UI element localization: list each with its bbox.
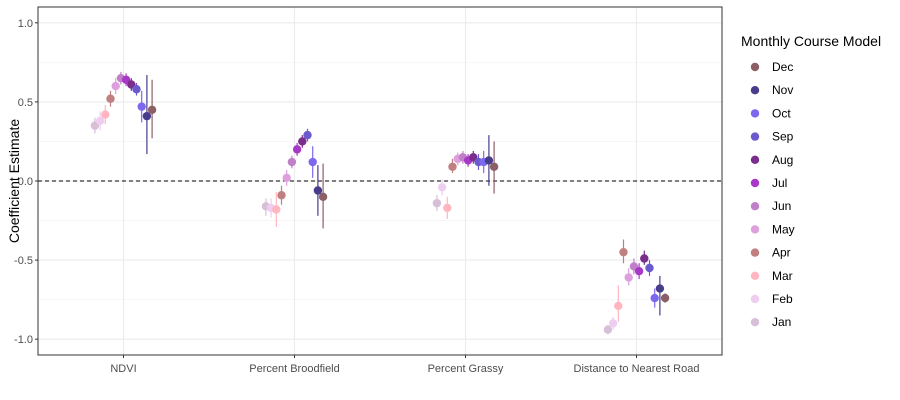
y-axis-title: Coefficient Estimate: [6, 119, 22, 243]
point-mar: [614, 301, 623, 311]
point-may: [624, 273, 633, 282]
point-feb: [95, 116, 105, 126]
legend-key-dec: [750, 62, 760, 72]
legend-key-nov: [750, 86, 760, 95]
legend-key-jun: [750, 202, 760, 211]
x-tick-label: Percent Grassy: [428, 363, 504, 375]
x-tick-label: Distance to Nearest Road: [574, 363, 700, 375]
legend-key-apr: [750, 248, 760, 257]
point-nov: [142, 111, 152, 121]
y-tick-label: 0.5: [18, 97, 33, 109]
point-oct: [308, 157, 317, 167]
legend-key-jan: [750, 318, 760, 327]
legend-label-sep: Sep: [772, 130, 794, 144]
legend-label-oct: Oct: [772, 106, 791, 120]
point-dec: [489, 162, 499, 171]
legend-label-dec: Dec: [772, 60, 793, 74]
point-dec: [147, 105, 157, 115]
point-sep: [132, 85, 141, 94]
point-aug: [640, 254, 649, 263]
point-mar: [272, 205, 281, 214]
y-tick-label: 0.0: [18, 176, 33, 188]
point-may: [282, 173, 291, 183]
point-jun: [287, 157, 297, 167]
legend-label-jun: Jun: [772, 199, 791, 213]
legend-label-feb: Feb: [772, 292, 793, 306]
legend-label-nov: Nov: [772, 83, 793, 97]
point-nov: [655, 284, 665, 293]
point-jul: [634, 266, 644, 276]
point-mar: [101, 110, 110, 119]
legend-key-may: [750, 225, 760, 234]
point-nov: [313, 186, 323, 195]
point-sep: [645, 263, 654, 273]
x-tick-label: NDVI: [110, 363, 136, 375]
x-tick-label: Percent Broodfield: [249, 363, 340, 375]
legend-label-jan: Jan: [772, 315, 791, 329]
point-nov: [484, 156, 494, 165]
point-feb: [437, 183, 447, 192]
point-apr: [619, 247, 628, 257]
legend-key-jul: [750, 178, 760, 188]
point-jan: [432, 198, 442, 208]
point-dec: [318, 192, 328, 202]
point-aug: [298, 137, 307, 146]
plot-area: -1.0 -0.5 0.0 0.5 1.0 NDVI Percent Broodfield P…: [14, 6, 723, 375]
legend-label-may: May: [772, 222, 795, 236]
point-apr: [277, 191, 286, 200]
point-oct: [650, 293, 659, 303]
legend-label-jul: Jul: [772, 176, 787, 190]
legend-key-oct: [750, 109, 760, 118]
legend-label-aug: Aug: [772, 153, 793, 167]
legend-key-feb: [750, 294, 760, 304]
point-oct: [137, 102, 146, 111]
point-mar: [443, 203, 452, 213]
legend-label-apr: Apr: [772, 246, 791, 260]
point-sep: [303, 130, 312, 140]
legend-label-mar: Mar: [772, 269, 793, 283]
point-feb: [608, 319, 618, 328]
point-jan: [603, 325, 613, 334]
point-apr: [448, 162, 457, 171]
legend-key-sep: [750, 132, 760, 141]
y-tick-label: -0.5: [14, 255, 33, 267]
legend-key-aug: [750, 155, 760, 164]
point-may: [111, 81, 120, 91]
point-apr: [106, 94, 115, 103]
point-dec: [660, 293, 670, 303]
y-tick-label: 1.0: [18, 18, 33, 30]
legend-key-mar: [750, 271, 760, 280]
y-tick-label: -1.0: [14, 334, 33, 346]
legend-title: Monthly Course Model: [741, 33, 881, 49]
legend: Monthly Course Model Dec Nov Oct Sep Aug Jul J…: [741, 33, 881, 329]
point-jul: [292, 145, 302, 154]
